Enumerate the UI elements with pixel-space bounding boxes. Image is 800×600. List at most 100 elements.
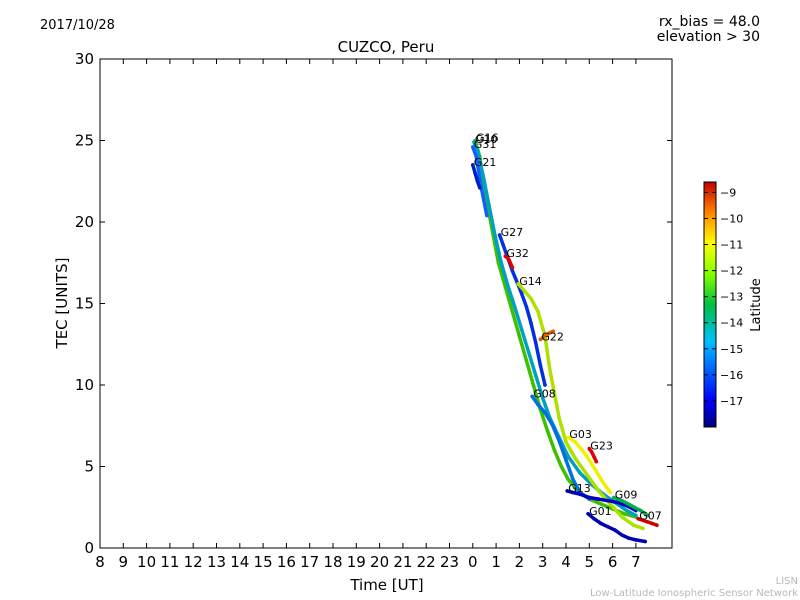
y-tick-label: 0 (84, 539, 94, 557)
y-tick-label: 20 (75, 213, 94, 231)
data-point (566, 435, 571, 440)
satellite-label: G21 (474, 156, 497, 169)
y-axis-label: TEC [UNITS] (53, 258, 71, 350)
rx-bias-label: rx_bias = 48.0 (658, 14, 760, 30)
x-tick-label: 16 (277, 553, 296, 571)
series-line-g31 (471, 145, 489, 218)
x-tick-label: 20 (370, 553, 389, 571)
data-point (631, 523, 636, 527)
data-point (580, 448, 585, 453)
data-point (507, 257, 511, 262)
satellite-label: G32 (506, 247, 529, 260)
satellite-label: G10 (475, 133, 498, 146)
data-point (519, 327, 524, 332)
data-point (571, 490, 575, 495)
satellite-label: G07 (639, 510, 662, 523)
x-axis-ticks: 8 9 10 11 12 13 14 15 16 17 18 19 20 21 22 23 0 1 2 3 4 5 6 7 (95, 59, 641, 571)
satellite-label: G13 (568, 482, 591, 495)
satellite-label: G31 (474, 138, 497, 151)
data-point (596, 489, 601, 493)
satellite-label: G23 (590, 440, 613, 453)
date-label: 2017/10/28 (40, 18, 115, 33)
x-tick-label: 9 (119, 553, 129, 571)
data-point (587, 446, 592, 451)
data-point (608, 502, 613, 506)
satellite-label: G03 (569, 428, 592, 441)
colorbar (703, 181, 717, 428)
data-point (501, 243, 505, 247)
data-point (634, 513, 638, 518)
x-tick-label: 15 (254, 553, 273, 571)
data-point (524, 358, 529, 363)
data-point (564, 440, 568, 444)
x-axis-label: Time [UT] (349, 576, 423, 594)
x-tick-label: 13 (207, 553, 226, 571)
x-tick-label: 21 (393, 553, 412, 571)
data-point (586, 512, 590, 516)
data-point (519, 291, 524, 296)
x-tick-label: 1 (491, 553, 501, 571)
series-line-g14 (516, 282, 645, 531)
data-series (471, 138, 659, 544)
data-point (559, 464, 564, 469)
data-point (606, 525, 610, 529)
data-point (529, 296, 533, 301)
data-point (620, 498, 624, 503)
colorbar-tick-label: −17 (720, 395, 743, 408)
data-point (564, 458, 568, 462)
data-point (536, 309, 540, 314)
satellite-label: G09 (615, 489, 638, 502)
data-point (551, 329, 555, 334)
data-point (536, 402, 540, 407)
data-point (638, 508, 643, 513)
data-point (643, 539, 647, 544)
data-point (493, 233, 497, 237)
data-point (540, 396, 545, 400)
data-point (512, 305, 517, 309)
data-point (650, 521, 654, 526)
data-point (516, 282, 520, 286)
data-point (474, 155, 479, 159)
data-point (565, 489, 569, 493)
x-tick-label: 17 (300, 553, 319, 571)
data-point (522, 288, 526, 293)
data-point (585, 472, 589, 477)
data-point (552, 448, 557, 453)
data-point (594, 459, 599, 464)
series-line-g21 (471, 163, 482, 190)
x-tick-label: 23 (440, 553, 459, 571)
data-point (524, 305, 529, 309)
data-point (550, 422, 554, 426)
data-point (471, 163, 475, 167)
x-tick-label: 4 (561, 553, 571, 571)
data-point (538, 363, 543, 368)
satellite-label: G22 (541, 330, 564, 343)
data-point (571, 477, 575, 482)
data-point (634, 538, 638, 542)
data-point (622, 512, 627, 516)
satellite-label: G27 (501, 226, 524, 239)
watermark-full-name: Low-Latitude Ionospheric Sensor Network (590, 588, 798, 599)
data-point (557, 415, 561, 420)
y-tick-label: 25 (75, 132, 94, 150)
x-tick-label: 8 (95, 553, 105, 571)
x-tick-label: 10 (137, 553, 156, 571)
y-tick-label: 5 (84, 458, 94, 476)
colorbar-tick-label: −11 (720, 239, 743, 252)
colorbar-tick-label: −9 (720, 186, 736, 199)
data-point (510, 309, 515, 314)
data-point (587, 458, 592, 462)
series-line-g22 (538, 329, 555, 342)
data-point (615, 500, 620, 505)
data-point (587, 495, 592, 500)
data-point (471, 145, 475, 149)
data-point (533, 373, 538, 378)
data-point (485, 213, 489, 218)
plot-frame (99, 58, 673, 549)
x-tick-label: 5 (585, 553, 595, 571)
x-tick-label: 6 (608, 553, 618, 571)
series-line-g16 (473, 138, 638, 519)
series-line-g10 (472, 140, 638, 518)
elevation-label: elevation > 30 (656, 29, 760, 45)
